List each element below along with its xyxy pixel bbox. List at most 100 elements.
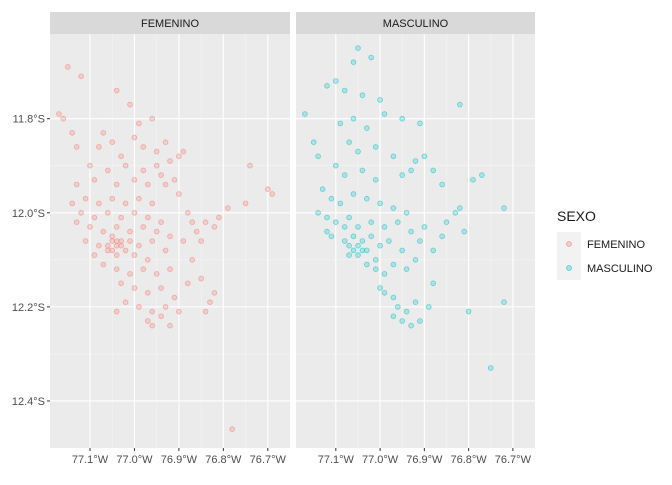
legend-label: MASCULINO xyxy=(587,263,653,275)
data-point xyxy=(153,148,160,155)
data-point xyxy=(355,252,361,258)
data-point xyxy=(149,200,156,207)
data-point xyxy=(113,238,120,244)
data-point xyxy=(363,125,370,131)
data-point xyxy=(332,162,339,169)
data-point xyxy=(140,224,147,230)
data-point xyxy=(87,162,93,169)
data-point xyxy=(131,134,138,141)
data-point xyxy=(403,266,410,273)
data-point xyxy=(113,224,120,230)
facet-strip xyxy=(296,12,535,34)
data-point xyxy=(363,247,370,254)
data-point xyxy=(149,322,156,329)
data-point xyxy=(350,115,357,122)
data-point xyxy=(337,120,344,127)
data-point xyxy=(158,172,164,178)
data-point xyxy=(82,195,89,202)
data-point xyxy=(122,162,129,169)
data-point xyxy=(315,210,321,216)
data-point xyxy=(225,205,231,211)
data-point xyxy=(372,177,379,183)
x-tick-label: 76.9°W xyxy=(406,454,443,466)
data-point xyxy=(158,219,164,226)
data-point xyxy=(443,219,450,226)
data-point xyxy=(127,271,133,277)
data-point xyxy=(403,210,410,216)
data-point xyxy=(109,139,115,146)
data-point xyxy=(319,186,326,193)
y-tick-label: 12.4°S xyxy=(12,396,45,408)
data-point xyxy=(118,214,124,221)
data-point xyxy=(390,294,397,301)
data-point xyxy=(377,242,383,249)
data-point xyxy=(113,308,120,315)
data-point xyxy=(91,252,98,258)
data-point xyxy=(421,224,428,230)
data-point xyxy=(324,214,330,221)
data-point xyxy=(122,247,129,254)
data-point xyxy=(158,285,164,291)
data-point xyxy=(96,242,102,249)
data-point xyxy=(229,426,236,433)
data-point xyxy=(113,181,120,188)
data-point xyxy=(145,318,151,324)
x-tick-label: 77.0°W xyxy=(362,454,399,466)
data-point xyxy=(359,167,366,174)
data-point xyxy=(140,144,147,150)
data-point xyxy=(372,266,379,273)
data-point xyxy=(355,148,361,155)
data-point xyxy=(439,233,445,240)
data-point xyxy=(359,92,366,98)
data-point xyxy=(439,181,445,188)
legend-key-background xyxy=(557,256,581,280)
data-point xyxy=(337,200,344,207)
data-point xyxy=(127,238,133,244)
data-point xyxy=(189,219,196,226)
data-point xyxy=(211,289,218,296)
data-point xyxy=(368,233,375,240)
data-point xyxy=(140,167,147,174)
data-point xyxy=(381,224,388,230)
data-point xyxy=(113,252,120,258)
data-point xyxy=(176,153,182,160)
data-point xyxy=(408,228,414,235)
data-point xyxy=(487,365,494,371)
data-point xyxy=(127,228,133,235)
data-point xyxy=(167,233,173,240)
data-point xyxy=(332,219,339,226)
data-point xyxy=(131,177,138,183)
x-tick-label: 76.8°W xyxy=(205,454,242,466)
data-point xyxy=(91,214,98,221)
data-point xyxy=(198,275,204,282)
data-point xyxy=(122,200,129,207)
y-tick-label: 12.2°S xyxy=(12,302,45,314)
data-point xyxy=(368,219,375,226)
data-point xyxy=(56,111,62,117)
x-tick-label: 77.0°W xyxy=(116,454,153,466)
data-point xyxy=(403,308,410,315)
data-point xyxy=(341,172,348,178)
data-point xyxy=(176,308,182,315)
data-point xyxy=(264,186,271,193)
data-point xyxy=(185,210,191,216)
data-point xyxy=(127,101,133,108)
data-point xyxy=(355,45,361,51)
data-point xyxy=(363,261,370,268)
y-tick-label: 11.8°S xyxy=(13,114,45,126)
data-point xyxy=(162,247,169,254)
data-point xyxy=(145,256,151,263)
data-point xyxy=(73,144,80,150)
data-point xyxy=(341,238,348,244)
data-point xyxy=(65,64,71,70)
data-point xyxy=(109,233,115,240)
data-point xyxy=(118,280,124,287)
data-point xyxy=(109,238,115,244)
data-point xyxy=(136,195,142,202)
data-point xyxy=(122,299,129,306)
data-point xyxy=(350,247,357,254)
data-point xyxy=(408,167,414,174)
data-point xyxy=(346,242,352,249)
data-point xyxy=(394,304,401,310)
